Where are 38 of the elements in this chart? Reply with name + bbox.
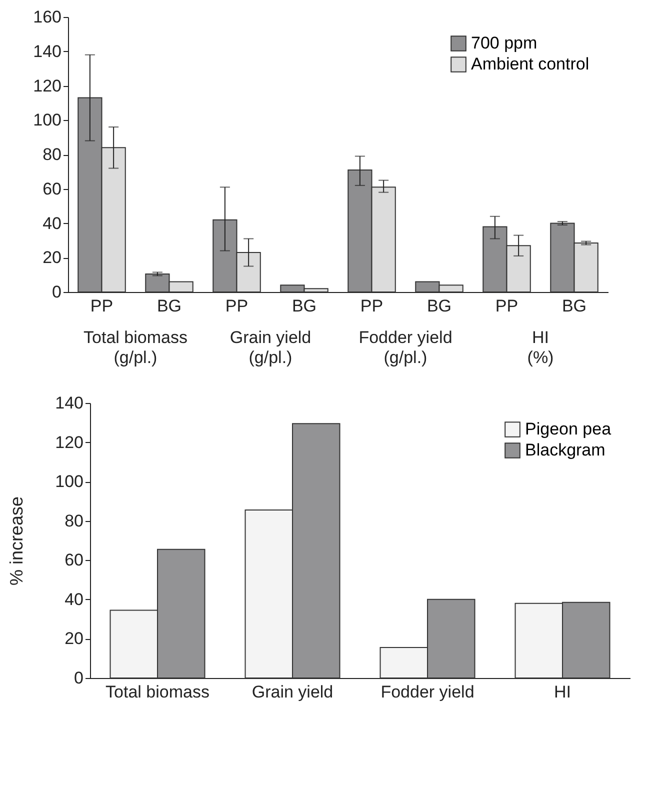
- legend-label: Pigeon pea: [525, 420, 612, 438]
- y-tick-label: 140: [33, 42, 62, 61]
- y-tick-label: 100: [33, 110, 62, 130]
- legend-label: 700 ppm: [471, 34, 538, 52]
- x-tick-label: HI: [554, 682, 571, 702]
- x-tick-label: BG: [292, 296, 317, 316]
- x-tick-label: Fodder yield: [380, 682, 474, 702]
- y-tick-label: 120: [33, 76, 62, 96]
- y-axis-title: % increase: [6, 496, 26, 586]
- y-tick-label: 0: [74, 668, 84, 688]
- x-tick-label: PP: [225, 296, 248, 316]
- text: HI (%): [527, 328, 554, 367]
- x-tick-label: BG: [426, 296, 452, 316]
- y-tick-label: 160: [33, 8, 62, 26]
- x-tick-label: BG: [562, 296, 587, 316]
- y-tick-label: 0: [52, 282, 62, 302]
- text: Grain yield (g/pl.): [230, 328, 312, 367]
- y-tick-label: 20: [42, 248, 62, 268]
- y-tick-label: 40: [42, 214, 62, 233]
- y-tick-label: 60: [64, 550, 84, 570]
- text: Fodder yield (g/pl.): [358, 328, 452, 367]
- x-tick-label: PP: [360, 296, 384, 316]
- legend-label: Blackgram: [525, 440, 606, 460]
- x-tick-label: PP: [495, 296, 518, 316]
- y-tick-label: 60: [42, 179, 62, 198]
- y-tick-label: 80: [42, 145, 62, 164]
- legend-label: Ambient control: [471, 54, 590, 74]
- x-tick-label: Total biomass: [106, 682, 210, 702]
- y-tick-label: 20: [64, 629, 84, 648]
- y-tick-label: 140: [55, 394, 84, 412]
- y-tick-label: 100: [55, 472, 84, 492]
- x-tick-label: PP: [90, 296, 114, 316]
- y-tick-label: 80: [64, 511, 84, 530]
- text: Total biomass (g/pl.): [84, 328, 188, 367]
- x-tick-label: Grain yield: [252, 682, 334, 702]
- x-tick-label: BG: [156, 296, 182, 316]
- y-tick-label: 120: [55, 432, 84, 452]
- y-tick-label: 40: [64, 590, 84, 609]
